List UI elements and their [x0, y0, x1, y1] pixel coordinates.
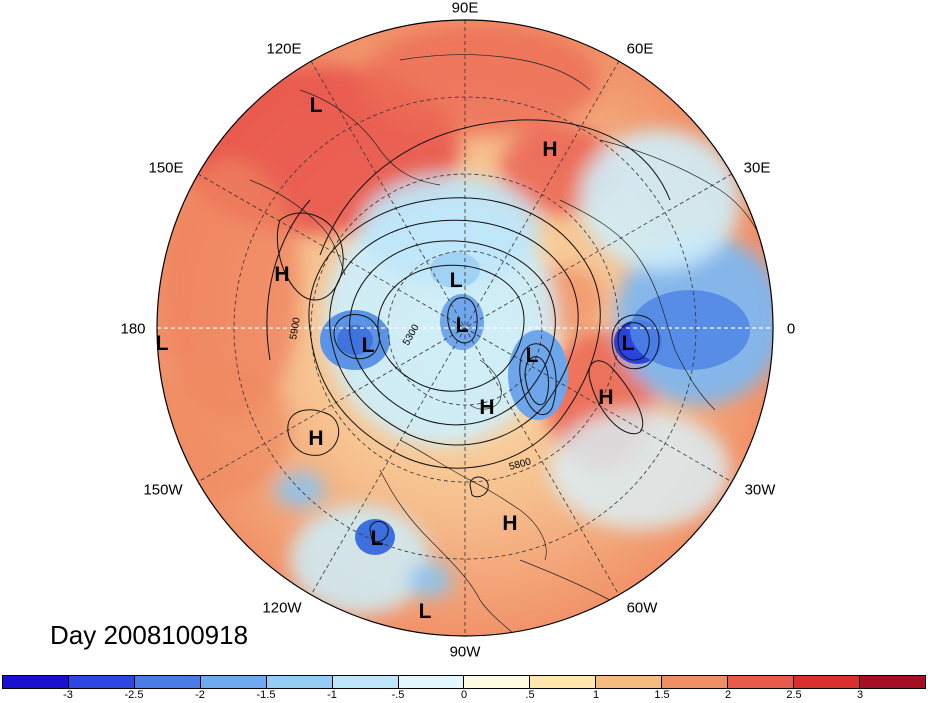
- colorbar-swatch: [134, 676, 201, 688]
- pressure-center-low: L: [371, 527, 384, 550]
- colorbar-swatch: [530, 676, 597, 688]
- colorbar-swatch: [464, 676, 531, 688]
- colorbar-tick-label: 1: [592, 689, 600, 701]
- colorbar-swatch: [200, 676, 267, 688]
- colorbar-tick-label: 2: [724, 689, 732, 701]
- lon-label: 90W: [449, 643, 481, 661]
- pressure-center-low: L: [362, 334, 375, 357]
- map-boundary: [156, 19, 774, 637]
- colorbar-swatch: [3, 676, 69, 688]
- colorbar: [2, 675, 926, 689]
- coastlines: [249, 54, 771, 636]
- colorbar-swatch: [398, 676, 465, 688]
- colorbar-swatch: [596, 676, 663, 688]
- colorbar-tick-label: -2.5: [124, 689, 144, 701]
- lon-label: 60E: [626, 40, 654, 58]
- colorbar-tick-label: -1: [327, 689, 337, 701]
- anomaly-field: [157, 20, 773, 636]
- colorbar-tick-label: -2: [195, 689, 205, 701]
- pressure-center-high: H: [274, 263, 289, 286]
- pressure-center-high: H: [308, 427, 323, 450]
- pressure-center-low: L: [156, 332, 169, 355]
- lon-label: 30E: [743, 159, 771, 177]
- colorbar-tick-label: -1.5: [256, 689, 276, 701]
- colorbar-swatch: [662, 676, 729, 688]
- pressure-center-high: H: [598, 386, 613, 409]
- pressure-centers: L L L L L L L L L H H H H H H: [156, 94, 635, 623]
- polar-map: L L L L L L L L L H H H H H H 5300 5800 …: [156, 19, 774, 637]
- colorbar-swatch: [728, 676, 795, 688]
- pressure-center-high: H: [502, 512, 517, 535]
- lon-label: 120W: [262, 599, 302, 617]
- colorbar-swatch: [859, 676, 925, 688]
- pressure-center-low: L: [622, 332, 635, 355]
- colorbar-ticks: -3 -2.5 -2 -1.5 -1 -.5 0 .5 1 1.5 2 2.5 3: [2, 689, 926, 703]
- colorbar-tick-label: 0: [460, 689, 468, 701]
- contour-label: 5900: [288, 316, 303, 340]
- colorbar-swatch: [794, 676, 860, 688]
- colorbar-tick-label: -.5: [391, 689, 405, 701]
- pressure-center-low: L: [456, 314, 469, 337]
- colorbar-swatch: [332, 676, 399, 688]
- lon-label: 150W: [143, 481, 183, 499]
- colorbar-swatch: [266, 676, 333, 688]
- colorbar-tick-label: -3: [63, 689, 73, 701]
- pressure-center-high: H: [542, 138, 557, 161]
- colorbar-tick-label: 2.5: [786, 689, 802, 701]
- pressure-center-low: L: [310, 94, 323, 117]
- lon-label: 150E: [148, 159, 184, 177]
- colorbar-tick-label: 1.5: [654, 689, 670, 701]
- lon-label: 180: [120, 320, 146, 338]
- lon-label: 30W: [744, 481, 776, 499]
- pressure-center-low: L: [450, 269, 463, 292]
- colorbar-tick-label: 3: [856, 689, 864, 701]
- day-label: Day 2008100918: [50, 620, 249, 650]
- lon-label: 0: [786, 320, 796, 338]
- lon-label: 90E: [451, 0, 479, 17]
- lon-label: 120E: [266, 40, 302, 58]
- height-contours: [266, 119, 671, 543]
- lon-label: 60W: [626, 599, 658, 617]
- pressure-center-low: L: [526, 344, 539, 367]
- pressure-center-high: H: [479, 396, 494, 419]
- colorbar-tick-label: .5: [525, 689, 535, 701]
- graticule: [157, 20, 773, 636]
- colorbar-swatch: [68, 676, 135, 688]
- pressure-center-low: L: [419, 600, 432, 623]
